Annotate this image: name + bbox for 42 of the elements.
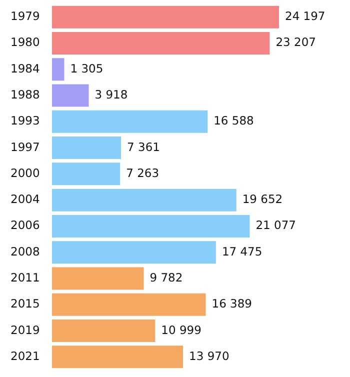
y-tick-label: 2008 <box>10 244 40 258</box>
data-label: 1 305 <box>70 61 104 76</box>
bar <box>52 188 236 212</box>
bar <box>52 293 206 316</box>
data-label: 7 361 <box>127 140 160 154</box>
y-tick-label: 1984 <box>10 61 40 76</box>
y-tick-label: 2004 <box>10 192 40 206</box>
y-tick-label: 2019 <box>10 322 40 337</box>
data-label: 17 475 <box>222 244 262 258</box>
data-label: 10 999 <box>161 322 202 337</box>
data-label: 9 782 <box>150 270 183 284</box>
bar <box>52 136 122 160</box>
data-label: 3 918 <box>94 88 128 102</box>
data-label: 7 263 <box>126 166 160 180</box>
y-tick-label: 2000 <box>10 166 40 180</box>
bar <box>52 320 156 342</box>
y-tick-label: 2021 <box>10 348 40 363</box>
data-label: 19 652 <box>242 192 283 206</box>
data-label: 16 588 <box>214 114 254 128</box>
data-label: 16 389 <box>212 296 252 311</box>
bar <box>52 214 250 238</box>
data-label: 24 197 <box>285 9 326 24</box>
y-tick-label: 1979 <box>10 9 40 24</box>
y-tick-label: 1980 <box>10 35 40 50</box>
bar <box>52 32 270 54</box>
data-label: 13 970 <box>189 348 230 363</box>
bar <box>52 346 184 368</box>
y-tick-label: 1988 <box>10 88 40 102</box>
bar <box>52 58 64 81</box>
bar <box>52 241 216 264</box>
y-tick-label: 2006 <box>10 218 40 232</box>
data-label: 23 207 <box>276 35 316 50</box>
y-tick-label: 1997 <box>10 140 40 154</box>
bar <box>52 110 208 133</box>
bar <box>52 6 279 28</box>
bar <box>52 84 89 107</box>
bar <box>52 267 144 290</box>
bar <box>52 162 120 186</box>
data-label: 21 077 <box>256 218 296 232</box>
y-tick-label: 2015 <box>10 296 40 311</box>
y-tick-label: 2011 <box>10 270 40 284</box>
y-tick-label: 1993 <box>10 114 40 128</box>
